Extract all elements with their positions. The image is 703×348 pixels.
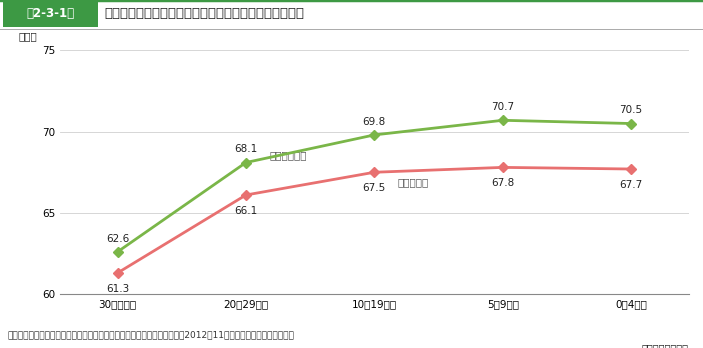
Bar — [3, 2, 98, 27]
Text: 第2-3-1図: 第2-3-1図 — [26, 7, 75, 20]
Text: 68.1: 68.1 — [234, 144, 257, 154]
Text: 67.7: 67.7 — [619, 180, 643, 190]
Text: 61.3: 61.3 — [106, 284, 129, 294]
Text: 69.8: 69.8 — [363, 117, 386, 127]
Text: 70.5: 70.5 — [619, 105, 643, 115]
Text: 70.7: 70.7 — [491, 102, 515, 112]
Text: 66.1: 66.1 — [234, 206, 257, 216]
Text: 67.5: 67.5 — [363, 183, 386, 193]
Text: 小規模事業者: 小規模事業者 — [269, 150, 307, 160]
Text: 規模別・事業承継時期別の経営者の平均引退年齢の推移: 規模別・事業承継時期別の経営者の平均引退年齢の推移 — [104, 7, 304, 20]
Text: 62.6: 62.6 — [106, 234, 129, 244]
Text: 中規模企業: 中規模企業 — [397, 177, 429, 187]
Text: 67.8: 67.8 — [491, 179, 515, 189]
Text: 資料：中小企業庁委託「中小企業の事業承継に関するアンケート調査」（2012年11月、（株）野村総合研究所）: 資料：中小企業庁委託「中小企業の事業承継に関するアンケート調査」（2012年11… — [7, 330, 294, 339]
Text: （歳）: （歳） — [19, 31, 37, 41]
Text: （事業承継時期）: （事業承継時期） — [642, 343, 689, 348]
